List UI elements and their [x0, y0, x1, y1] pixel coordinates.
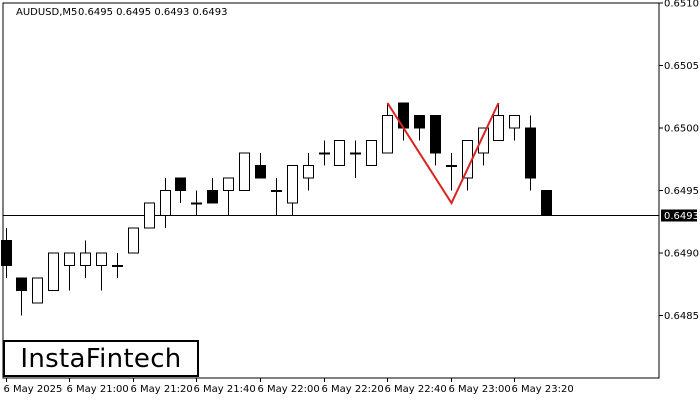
double-top-pattern-line: [386, 102, 500, 206]
candle: [255, 153, 266, 179]
candle: [48, 252, 59, 291]
candle-body: [128, 227, 139, 254]
y-tick-label: 0.6490: [664, 249, 699, 260]
x-tick-label: 6 May 23:00: [449, 384, 511, 395]
candle: [271, 178, 282, 216]
candle-body: [350, 152, 361, 155]
candle: [541, 190, 552, 216]
candle-body: [382, 115, 393, 154]
candle: [160, 178, 171, 228]
candle: [350, 140, 361, 178]
x-tick-label: 6 May 23:20: [512, 384, 574, 395]
candle-body: [430, 115, 441, 154]
candle-body: [287, 165, 298, 204]
candle: [16, 277, 27, 316]
candle: [366, 140, 377, 166]
candle-body: [271, 190, 282, 192]
candle: [319, 140, 330, 166]
y-tick-label: 0.6495: [664, 186, 699, 197]
y-tick-label: 0.6500: [664, 124, 699, 135]
y-tick-label: 0.6510: [664, 0, 699, 10]
candle-body: [207, 190, 218, 204]
candle-body: [541, 190, 552, 216]
y-tick-label: 0.6485: [664, 311, 699, 322]
candle-body: [319, 152, 330, 155]
y-tick-label: 0.6505: [664, 61, 699, 72]
candle-body: [160, 190, 171, 216]
chart-ohlc-values: 0.6495 0.6495 0.6493 0.6493: [78, 7, 228, 18]
x-tick-label: 6 May 2025: [4, 384, 63, 395]
candle-body: [16, 277, 27, 291]
x-tick-label: 6 May 22:00: [258, 384, 320, 395]
x-tick-label: 6 May 21:20: [131, 384, 193, 395]
candle-body: [80, 252, 91, 266]
candle: [223, 177, 234, 216]
candle-body: [303, 165, 314, 179]
candle: [80, 240, 91, 278]
candle-body: [223, 177, 234, 191]
chart-symbol: AUDUSD,M5: [16, 7, 77, 18]
candle-body: [414, 115, 425, 129]
candle-body: [239, 152, 250, 191]
candle: [96, 252, 107, 291]
candle: [446, 153, 457, 191]
candle-body: [525, 127, 536, 179]
candle: [207, 178, 218, 204]
candle-body: [1, 240, 12, 266]
candle: [32, 277, 43, 304]
candle-body: [493, 115, 504, 141]
candle-body: [334, 140, 345, 166]
x-tick-label: 6 May 22:40: [385, 384, 447, 395]
candle-body: [366, 140, 377, 166]
candle: [128, 227, 139, 254]
candle: [64, 252, 75, 291]
candle-body: [446, 165, 457, 167]
candle: [509, 115, 520, 141]
candle: [112, 253, 123, 278]
current-price-box: [661, 209, 697, 222]
candle: [430, 115, 441, 166]
candle: [191, 190, 202, 216]
candle-body: [509, 115, 520, 129]
candle: [1, 228, 12, 278]
plot-frame: [2, 2, 660, 379]
x-tick-label: 6 May 21:00: [67, 384, 129, 395]
candle-body: [255, 165, 266, 179]
candle: [175, 177, 186, 203]
candle: [414, 115, 425, 141]
candle-body: [48, 252, 59, 291]
current-price-label: 0.6493: [664, 211, 699, 222]
candle-body: [478, 127, 489, 154]
x-tick-label: 6 May 22:20: [322, 384, 384, 395]
candle: [525, 115, 536, 191]
candle: [493, 103, 504, 141]
candle: [239, 152, 250, 191]
candle-body: [64, 252, 75, 266]
candle-body: [144, 202, 155, 229]
candle: [303, 153, 314, 191]
candle-body: [191, 202, 202, 205]
candle-body: [32, 277, 43, 304]
instafintech-logo: InstaFintech: [3, 340, 199, 377]
x-tick-label: 6 May 21:40: [194, 384, 256, 395]
candle-body: [175, 177, 186, 191]
candle-body: [112, 265, 123, 267]
candle: [462, 140, 473, 191]
candle: [334, 140, 345, 166]
candle: [287, 165, 298, 216]
candle: [382, 103, 393, 154]
candle-body: [96, 252, 107, 266]
logo-text: InstaFintech: [20, 343, 182, 374]
candle: [144, 202, 155, 229]
